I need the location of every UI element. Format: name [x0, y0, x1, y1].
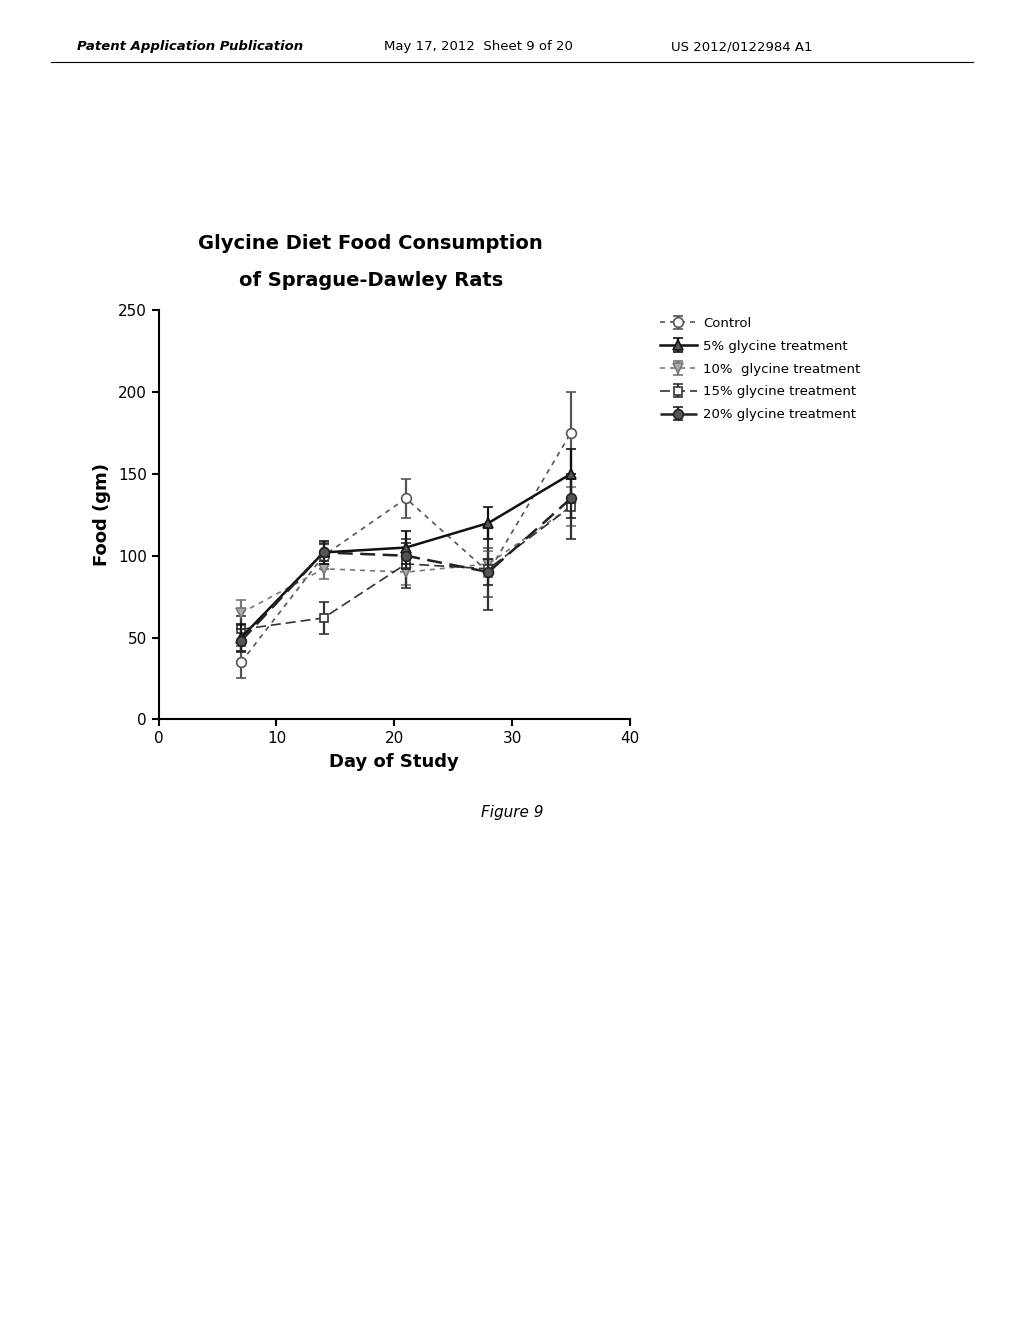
Text: Glycine Diet Food Consumption: Glycine Diet Food Consumption — [199, 235, 543, 253]
Text: of Sprague-Dawley Rats: of Sprague-Dawley Rats — [239, 272, 503, 290]
Text: Patent Application Publication: Patent Application Publication — [77, 40, 303, 53]
Text: Figure 9: Figure 9 — [480, 805, 544, 820]
Text: May 17, 2012  Sheet 9 of 20: May 17, 2012 Sheet 9 of 20 — [384, 40, 572, 53]
Text: US 2012/0122984 A1: US 2012/0122984 A1 — [671, 40, 812, 53]
X-axis label: Day of Study: Day of Study — [330, 754, 459, 771]
Legend: Control, 5% glycine treatment, 10%  glycine treatment, 15% glycine treatment, 20: Control, 5% glycine treatment, 10% glyci… — [659, 317, 861, 421]
Y-axis label: Food (gm): Food (gm) — [93, 463, 111, 566]
